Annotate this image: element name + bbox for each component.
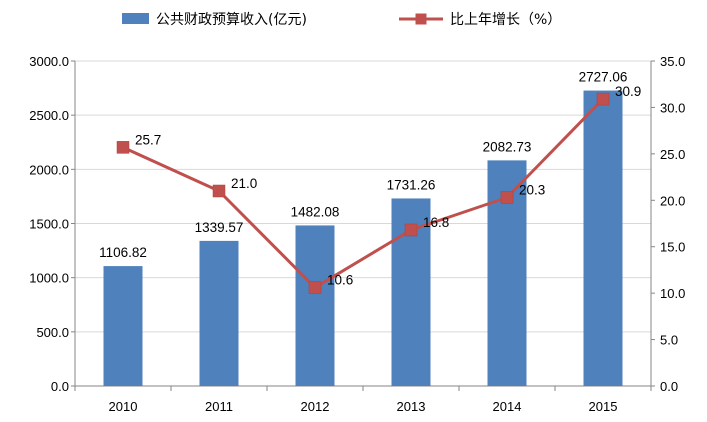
data-labels: 1106.82 1339.57 1482.08 1731.26 2082.73 2727.… [99, 70, 641, 288]
x-tick-label: 2014 [493, 399, 522, 414]
y-left-tick-label: 1000.0 [29, 271, 69, 286]
bar-data-label: 1482.08 [291, 204, 340, 219]
line-data-label: 10.6 [327, 273, 353, 288]
line-series [116, 92, 610, 294]
bar [103, 266, 143, 386]
x-tick-label: 2010 [109, 399, 138, 414]
bar-data-label: 1106.82 [99, 245, 147, 260]
line-data-label: 20.3 [519, 183, 545, 198]
y-right-tick-label: 15.0 [660, 240, 685, 255]
bar-data-label: 1339.57 [195, 220, 244, 235]
y-right-tick-label: 5.0 [660, 333, 678, 348]
y-right-tick-label: 30.0 [660, 100, 685, 115]
legend-label-bar: 公共财政预算收入(亿元) [156, 12, 307, 28]
line-marker [212, 184, 226, 198]
gridlines [75, 60, 651, 333]
line-data-label: 16.8 [423, 215, 449, 230]
line-marker [116, 141, 130, 154]
bar-data-label: 1731.26 [387, 177, 436, 192]
bar-data-label: 2727.06 [579, 70, 628, 85]
legend-swatch-bar [122, 13, 149, 24]
legend-swatch-marker [415, 13, 427, 25]
line-data-label: 30.9 [615, 84, 641, 99]
y-left-tick-label: 500.0 [36, 325, 69, 340]
y-right-tick-label: 20.0 [660, 193, 685, 208]
line-marker [404, 223, 418, 237]
x-tick-label: 2012 [301, 399, 330, 414]
line-marker [596, 92, 610, 106]
line-path [122, 98, 605, 290]
y-right-tick-label: 35.0 [660, 54, 685, 69]
line-marker [500, 191, 514, 204]
y-left-tick-label: 2500.0 [29, 108, 69, 123]
y-left-tick-label: 1500.0 [29, 217, 69, 232]
left-axis: 0.0 500.0 1000.0 1500.0 2000.0 2500.0 3000.0 [29, 54, 76, 394]
bar [199, 240, 239, 386]
x-tick-label: 2013 [397, 399, 426, 414]
line-data-label: 25.7 [135, 132, 161, 147]
y-right-tick-label: 10.0 [660, 286, 685, 301]
legend-label-line: 比上年增长（%） [450, 12, 561, 28]
bar-data-label: 2082.73 [483, 139, 532, 154]
legend: 公共财政预算收入(亿元) 比上年增长（%） [122, 12, 561, 28]
x-axis: 2010 2011 2012 2013 2014 2015 [74, 385, 652, 414]
y-right-tick-label: 0.0 [660, 379, 678, 394]
y-left-tick-label: 2000.0 [29, 162, 69, 177]
line-marker [308, 281, 322, 294]
x-tick-label: 2011 [205, 399, 233, 414]
right-axis: 0.0 5.0 10.0 15.0 20.0 25.0 30.0 35.0 [650, 54, 685, 394]
y-left-tick-label: 3000.0 [29, 54, 69, 69]
x-tick-label: 2015 [589, 399, 618, 414]
bar [583, 90, 623, 387]
bar [295, 225, 335, 386]
y-left-tick-label: 0.0 [51, 379, 69, 394]
bar-series [103, 90, 623, 387]
y-right-tick-label: 25.0 [660, 147, 685, 162]
line-data-label: 21.0 [231, 176, 257, 191]
